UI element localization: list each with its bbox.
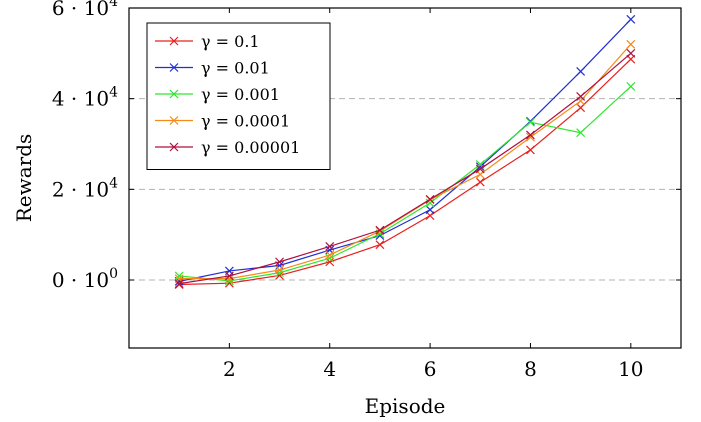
legend-label-2: γ = 0.001 bbox=[201, 85, 280, 104]
legend-item-3: γ = 0.0001 bbox=[155, 112, 290, 131]
data-point-4-4 bbox=[375, 225, 385, 235]
legend-item-4: γ = 0.00001 bbox=[155, 138, 300, 157]
data-point-1-6 bbox=[475, 162, 485, 172]
series-line-4 bbox=[179, 52, 632, 285]
data-point-3-9 bbox=[626, 39, 636, 49]
data-point-1-8 bbox=[576, 67, 586, 76]
series-1 bbox=[174, 14, 636, 286]
x-tick-label-1: 4 bbox=[323, 357, 336, 381]
legend-marker-1 bbox=[169, 63, 179, 72]
legend-item-0: γ = 0.1 bbox=[155, 32, 260, 51]
y-tick-label-0: 0 · 100 bbox=[52, 266, 118, 292]
data-point-2-7 bbox=[526, 117, 535, 127]
data-point-0-4 bbox=[375, 240, 385, 250]
series-line-1 bbox=[179, 18, 632, 282]
plot-frame bbox=[128, 7, 682, 349]
legend-box bbox=[146, 22, 331, 170]
y-axis-label: Rewards bbox=[12, 134, 36, 223]
series-0 bbox=[174, 54, 636, 289]
data-point-4-3 bbox=[325, 242, 335, 251]
x-tick-label-4: 10 bbox=[618, 357, 643, 381]
data-point-4-8 bbox=[576, 91, 586, 101]
legend-marker-4 bbox=[169, 142, 179, 152]
data-point-1-5 bbox=[425, 205, 435, 215]
x-axis-label: Episode bbox=[365, 394, 446, 418]
x-tick-label-3: 8 bbox=[524, 357, 537, 381]
y-axis-ticks: 0 · 100 2 · 104 4 · 104 6 · 104 bbox=[52, 0, 681, 292]
series-4 bbox=[174, 48, 636, 289]
legend-label-0: γ = 0.1 bbox=[201, 32, 260, 51]
x-tick-label-2: 6 bbox=[424, 357, 437, 381]
data-point-4-5 bbox=[425, 194, 435, 204]
series-layer bbox=[174, 14, 636, 289]
series-line-0 bbox=[179, 58, 632, 286]
data-point-3-2 bbox=[275, 265, 284, 275]
data-point-3-7 bbox=[526, 132, 535, 142]
data-point-4-1 bbox=[224, 271, 234, 281]
data-point-1-9 bbox=[626, 14, 636, 24]
data-point-3-3 bbox=[325, 250, 335, 260]
data-point-4-7 bbox=[526, 130, 535, 140]
x-tick-label-0: 2 bbox=[223, 357, 236, 381]
data-point-4-6 bbox=[475, 164, 485, 174]
series-line-2 bbox=[179, 85, 632, 282]
legend-marker-2 bbox=[169, 89, 179, 99]
legend: γ = 0.1 γ = 0.01 γ = 0.001 γ = 0.0001 γ = 0.… bbox=[146, 22, 331, 170]
y-tick-label-2: 4 · 104 bbox=[52, 85, 118, 111]
legend-item-2: γ = 0.001 bbox=[155, 85, 280, 104]
y-tick-label-3: 6 · 104 bbox=[52, 0, 118, 20]
legend-label-1: γ = 0.01 bbox=[201, 59, 270, 78]
legend-label-3: γ = 0.0001 bbox=[201, 112, 290, 131]
data-point-2-9 bbox=[626, 82, 636, 91]
data-point-0-7 bbox=[526, 145, 535, 155]
data-point-4-2 bbox=[275, 257, 284, 267]
y-tick-label-1: 2 · 104 bbox=[52, 175, 118, 201]
legend-marker-3 bbox=[169, 116, 179, 125]
data-point-0-6 bbox=[475, 177, 485, 187]
data-point-4-0 bbox=[174, 279, 184, 289]
legend-label-4: γ = 0.00001 bbox=[201, 138, 300, 157]
legend-item-1: γ = 0.01 bbox=[155, 59, 270, 78]
data-point-4-9 bbox=[626, 48, 636, 58]
legend-marker-0 bbox=[169, 36, 179, 46]
data-point-2-8 bbox=[576, 128, 586, 138]
x-axis-ticks: 2 4 6 8 10 bbox=[223, 8, 644, 381]
data-point-0-8 bbox=[576, 103, 586, 113]
